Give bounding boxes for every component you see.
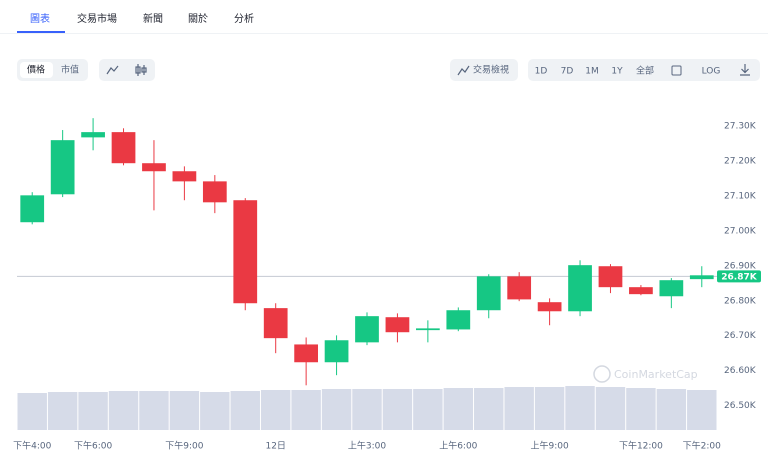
candle-body xyxy=(233,200,258,304)
metric-button[interactable]: 市值 xyxy=(61,64,79,76)
line-icon[interactable] xyxy=(106,65,119,75)
volume-bar xyxy=(504,387,534,430)
candle-body xyxy=(537,302,562,312)
toolbar: 價格 市值 交易檢視 1D 7D 1M 1Y 全部 LOG xyxy=(17,59,760,81)
range-bar xyxy=(528,59,760,81)
tab[interactable]: 交易市場 xyxy=(77,12,117,25)
candle-body xyxy=(659,280,684,297)
candle-body xyxy=(263,308,288,339)
volume-bar xyxy=(565,386,595,430)
x-tick-label: 下午6:00 xyxy=(74,440,112,452)
volume-bar xyxy=(47,392,78,430)
watermark-logo xyxy=(593,365,611,383)
y-tick-label: 27.20K xyxy=(724,157,757,167)
volume-bar xyxy=(443,388,474,430)
tab[interactable]: 分析 xyxy=(234,12,254,25)
candle-body xyxy=(111,132,136,164)
volume-bar xyxy=(200,392,230,430)
candle-body xyxy=(142,163,166,172)
last-price-box xyxy=(717,270,761,283)
volume-bar xyxy=(656,389,687,430)
y-tick-label: 27.10K xyxy=(724,192,757,202)
tab[interactable]: 圖表 xyxy=(30,12,50,25)
x-tick-label: 上午3:00 xyxy=(348,440,386,452)
candle-body xyxy=(355,316,379,343)
y-tick-label: 26.60K xyxy=(724,366,757,376)
volume-bar xyxy=(413,389,443,430)
candle-body xyxy=(385,317,410,333)
candle-body xyxy=(81,132,105,138)
x-tick-label: 上午9:00 xyxy=(530,440,568,452)
candle-body xyxy=(446,310,471,330)
view-button[interactable]: 交易檢視 xyxy=(473,64,509,76)
candle-body xyxy=(20,195,45,223)
candle-body xyxy=(689,275,714,280)
range-button[interactable]: 7D xyxy=(561,67,574,77)
x-tick-label: 下午4:00 xyxy=(13,440,51,452)
volume-bar xyxy=(230,391,260,430)
volume-bar xyxy=(474,388,504,430)
volume-bar xyxy=(595,387,626,430)
candle-body xyxy=(202,181,227,203)
volume-bar xyxy=(260,390,291,430)
y-tick-label: 27.00K xyxy=(724,226,757,236)
divider xyxy=(0,33,768,34)
tab[interactable]: 新聞 xyxy=(143,12,163,25)
last-price-label: 26.87K xyxy=(721,272,757,282)
tabs: 圖表 交易市場 新聞 關於 分析 xyxy=(0,12,768,34)
volume-bar xyxy=(108,391,139,430)
x-tick-label: 上午6:00 xyxy=(439,440,477,452)
candle-body xyxy=(568,265,592,312)
tab[interactable]: 關於 xyxy=(188,12,208,25)
y-tick-label: 27.30K xyxy=(724,122,757,132)
volume-bar xyxy=(321,389,352,430)
candle-body xyxy=(324,340,349,363)
volume-bar xyxy=(17,393,47,430)
y-tick-label: 26.90K xyxy=(724,261,757,271)
x-tick-label: 下午12:00 xyxy=(619,440,663,452)
range-button[interactable]: 1M xyxy=(585,67,599,77)
view-button-bg xyxy=(450,59,518,81)
range-button[interactable]: 1Y xyxy=(611,67,623,77)
x-tick-label: 12日 xyxy=(265,441,285,452)
toggle-selected xyxy=(20,62,53,78)
calendar-icon[interactable] xyxy=(671,65,682,76)
candle-body xyxy=(416,328,440,331)
log-button[interactable]: LOG xyxy=(702,67,721,77)
candle-icon[interactable] xyxy=(135,64,147,76)
download-icon[interactable] xyxy=(740,64,750,76)
candle-body xyxy=(598,266,623,288)
volume-bar xyxy=(687,390,717,430)
candle-body xyxy=(507,276,532,300)
candle-body xyxy=(50,140,75,195)
volume-bar xyxy=(534,387,565,430)
y-tick-label: 26.70K xyxy=(724,331,757,341)
range-button[interactable]: 1D xyxy=(535,67,548,77)
volume-bar xyxy=(352,389,382,430)
chart-style-toggle xyxy=(99,59,155,81)
x-tick-label: 下午2:00 xyxy=(683,440,721,452)
volume-bar xyxy=(626,388,656,430)
volume-bar xyxy=(139,391,169,430)
volume-bar xyxy=(291,390,321,430)
volume-bar xyxy=(78,392,108,430)
volume-bar xyxy=(169,391,200,430)
volume-bar xyxy=(382,389,413,430)
range-button[interactable]: 全部 xyxy=(636,65,654,77)
tab-underline xyxy=(17,31,65,33)
x-tick-label: 下午9:00 xyxy=(165,440,203,452)
candle-body xyxy=(476,276,501,311)
candle-body xyxy=(294,344,318,363)
candle-body xyxy=(629,287,653,295)
y-tick-label: 26.50K xyxy=(724,401,757,411)
metric-button[interactable]: 價格 xyxy=(27,64,45,76)
view-icon xyxy=(457,65,470,76)
y-tick-label: 26.80K xyxy=(724,296,757,306)
watermark: CoinMarketCap xyxy=(614,368,698,381)
candle-body xyxy=(172,171,197,182)
